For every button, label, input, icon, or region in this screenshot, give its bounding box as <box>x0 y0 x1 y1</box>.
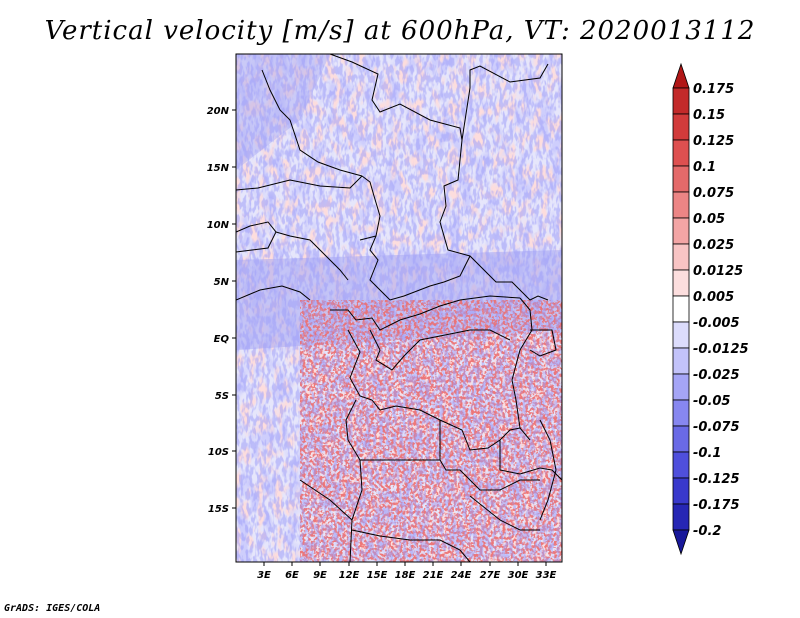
colorbar-label: -0.125 <box>693 472 740 487</box>
colorbar-bin <box>672 373 690 401</box>
colorbar-label: 0.175 <box>693 82 734 97</box>
lat-ticks <box>232 109 236 509</box>
colorbar-bottom-arrow <box>672 529 690 556</box>
colorbar-label: -0.175 <box>693 498 740 513</box>
colorbar-bin <box>672 321 690 349</box>
lon-labels: 3E 6E 9E 12E 15E 18E 21E 24E 27E 30E 33E <box>257 570 556 581</box>
colorbar-label: 0.0125 <box>693 264 743 279</box>
colorbar-bin <box>672 113 690 141</box>
colorbar: 0.175 0.15 0.125 0.1 0.075 0.05 0.025 0.0125 0.0… <box>672 62 749 556</box>
colorbar-bin <box>672 399 690 427</box>
lat-label: 10S <box>208 447 229 458</box>
lat-label: 5N <box>214 277 230 288</box>
colorbar-label: 0.1 <box>693 160 716 175</box>
lat-label: EQ <box>214 334 230 345</box>
lat-label: 10N <box>207 220 230 231</box>
colorbar-label: 0.05 <box>693 212 725 227</box>
colorbar-bin <box>672 191 690 219</box>
lon-label: 3E <box>257 570 271 581</box>
lon-label: 33E <box>536 570 557 581</box>
colorbar-bin <box>672 347 690 375</box>
colorbar-label: -0.075 <box>693 420 740 435</box>
colorbar-label: -0.1 <box>693 446 721 461</box>
lat-label: 15S <box>208 504 229 515</box>
colorbar-label: -0.0125 <box>693 342 749 357</box>
lon-ticks <box>263 562 547 566</box>
colorbar-bin <box>672 477 690 505</box>
colorbar-label: 0.005 <box>693 290 734 305</box>
colorbar-bin <box>672 451 690 479</box>
lon-label: 24E <box>451 570 472 581</box>
colorbar-label: 0.15 <box>693 108 725 123</box>
lon-label: 9E <box>313 570 327 581</box>
lon-label: 12E <box>339 570 360 581</box>
lon-label: 15E <box>367 570 388 581</box>
lon-label: 18E <box>395 570 416 581</box>
colorbar-label: -0.025 <box>693 368 740 383</box>
colorbar-label: -0.005 <box>693 316 740 331</box>
colorbar-bin <box>672 165 690 193</box>
colorbar-label: 0.025 <box>693 238 734 253</box>
colorbar-bin <box>672 87 690 115</box>
map-frame <box>235 53 563 563</box>
chart-title: Vertical velocity [m/s] at 600hPa, VT: 2… <box>44 16 756 46</box>
lon-label: 6E <box>285 570 299 581</box>
colorbar-label: -0.2 <box>693 524 721 539</box>
lat-label: 15N <box>207 163 230 174</box>
colorbar-bin <box>672 139 690 167</box>
lon-label: 27E <box>480 570 501 581</box>
lon-label: 21E <box>423 570 444 581</box>
colorbar-label: -0.05 <box>693 394 730 409</box>
colorbar-bin <box>672 243 690 271</box>
lat-label: 5S <box>215 391 229 402</box>
lon-label: 30E <box>508 570 529 581</box>
colorbar-label: 0.125 <box>693 134 734 149</box>
country-borders <box>236 54 562 562</box>
lat-label: 20N <box>207 106 230 117</box>
colorbar-bin <box>672 269 690 297</box>
colorbar-bin <box>672 217 690 245</box>
vertical-velocity-field <box>236 54 562 562</box>
colorbar-bin <box>672 425 690 453</box>
lat-labels: 20N 15N 10N 5N EQ 5S 10S 15S <box>207 106 230 515</box>
colorbar-label: 0.075 <box>693 186 734 201</box>
colorbar-bin <box>672 295 690 323</box>
colorbar-top-arrow <box>672 62 690 89</box>
grads-credit: GrADS: IGES/COLA <box>4 603 101 614</box>
colorbar-bin <box>672 503 690 531</box>
